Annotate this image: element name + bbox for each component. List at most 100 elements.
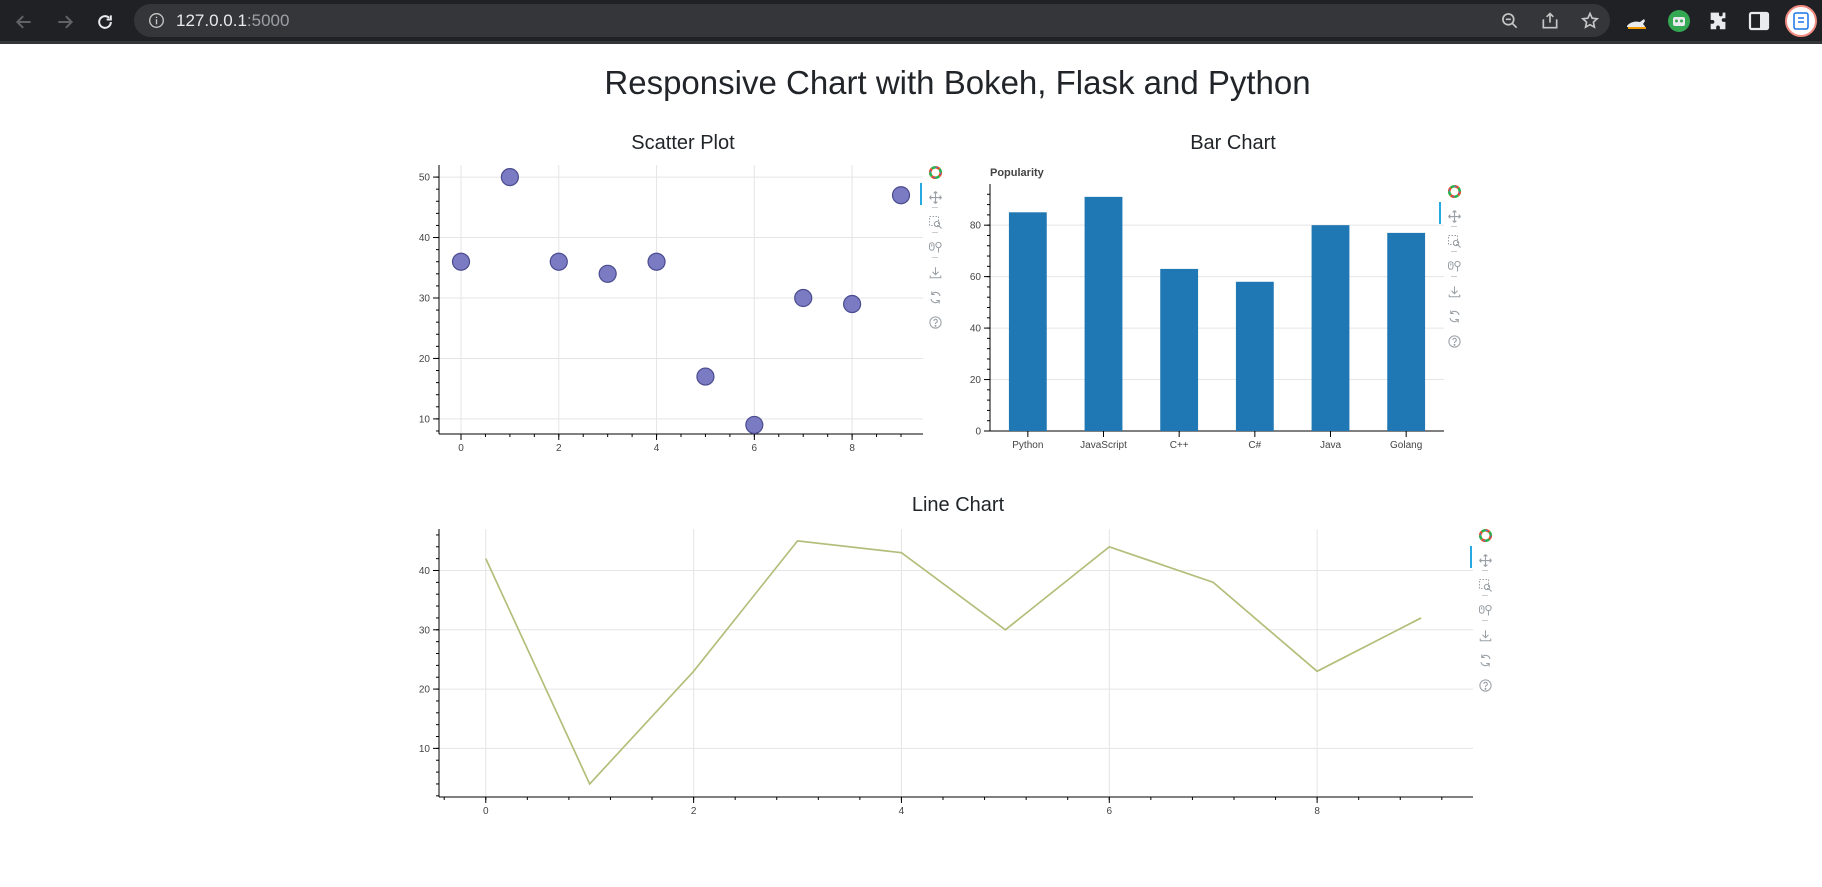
- scatter-xtick-label: 0: [458, 443, 464, 454]
- help-icon[interactable]: [926, 313, 944, 331]
- bar-ytick-label: 60: [970, 272, 982, 283]
- extension-cat-icon[interactable]: [1625, 9, 1649, 33]
- reload-icon[interactable]: [91, 8, 119, 36]
- toolbar-separator: [1482, 595, 1488, 596]
- reset-icon[interactable]: [1476, 651, 1494, 669]
- bar-cxx: [1160, 268, 1199, 431]
- wheel-zoom-icon[interactable]: [1476, 600, 1494, 618]
- save-icon[interactable]: [1445, 282, 1463, 300]
- forward-icon[interactable]: [51, 8, 79, 36]
- profile-avatar[interactable]: [1785, 5, 1817, 37]
- avatar-icon: [1793, 12, 1809, 30]
- url-host: 127.0.0.1: [176, 11, 247, 30]
- box-zoom-icon[interactable]: [1476, 576, 1494, 594]
- back-icon[interactable]: [10, 8, 38, 36]
- scatter-xtick-label: 4: [654, 443, 660, 454]
- bar-ytick-label: 20: [970, 375, 982, 386]
- scatter-ytick-label: 40: [419, 233, 431, 244]
- scatter-ytick-label: 20: [419, 354, 431, 365]
- reset-icon[interactable]: [1445, 307, 1463, 325]
- bar-title: Bar Chart: [1190, 132, 1276, 154]
- active-tool-indicator: [1439, 202, 1441, 224]
- scatter-point: [843, 294, 862, 314]
- line-xtick-label: 2: [691, 806, 697, 817]
- wheel-zoom-icon[interactable]: [926, 237, 944, 255]
- pan-icon[interactable]: [1445, 207, 1463, 225]
- bar-ytick-label: 40: [970, 324, 982, 335]
- scatter-point: [500, 167, 519, 187]
- scatter-point: [891, 186, 911, 205]
- bar-category-label: C#: [1248, 440, 1261, 451]
- bar-chart[interactable]: Popularity 0 20 40 60 80 Python JavaScript C++ C#…: [960, 160, 1460, 460]
- scatter-xtick-label: 8: [849, 443, 855, 454]
- bar-javascript: [1084, 196, 1123, 431]
- chrome-divider: [0, 41, 1822, 44]
- scatter-title: Scatter Plot: [631, 132, 735, 154]
- active-tool-indicator: [1470, 546, 1472, 568]
- side-panel-icon[interactable]: [1747, 9, 1771, 33]
- url-text[interactable]: 127.0.0.1:5000: [176, 11, 289, 31]
- line-title: Line Chart: [911, 494, 1005, 516]
- zoom-out-icon[interactable]: [1500, 11, 1520, 31]
- scatter-point: [745, 415, 764, 435]
- scatter-ytick-label: 10: [419, 414, 431, 425]
- bokeh-logo-icon: [1476, 526, 1494, 544]
- toolbar-separator: [1482, 570, 1488, 571]
- wheel-zoom-icon[interactable]: [1445, 256, 1463, 274]
- scatter-xtick-label: 2: [556, 443, 562, 454]
- line-xtick-label: 6: [1107, 806, 1113, 817]
- line-ytick-label: 30: [419, 625, 431, 636]
- bar-category-label: Java: [1320, 440, 1342, 451]
- bookmark-star-icon[interactable]: [1580, 11, 1600, 31]
- bar-category-label: JavaScript: [1080, 440, 1127, 451]
- toolbar-separator: [1451, 226, 1457, 227]
- help-icon[interactable]: [1445, 332, 1463, 350]
- address-bar[interactable]: 127.0.0.1:5000: [134, 4, 1610, 37]
- toolbar-separator: [932, 207, 938, 208]
- line-ytick-label: 20: [419, 685, 431, 696]
- save-icon[interactable]: [1476, 626, 1494, 644]
- pan-icon[interactable]: [926, 188, 944, 206]
- pan-icon[interactable]: [1476, 551, 1494, 569]
- bar-plot-title: Popularity: [990, 167, 1045, 179]
- share-icon[interactable]: [1540, 11, 1560, 31]
- toolbar-separator: [1451, 251, 1457, 252]
- bokeh-logo-icon: [1445, 182, 1463, 200]
- browser-toolbar: 127.0.0.1:5000: [0, 0, 1822, 43]
- bar-category-label: Golang: [1390, 440, 1422, 451]
- toolbar-separator: [932, 257, 938, 258]
- line-ytick-label: 40: [419, 566, 431, 577]
- scatter-ytick-label: 30: [419, 293, 431, 304]
- bar-java: [1311, 225, 1350, 431]
- bar-ytick-label: 0: [975, 427, 981, 438]
- toolbar-separator: [1482, 620, 1488, 621]
- scatter-point: [696, 367, 715, 386]
- page-title: Responsive Chart with Bokeh, Flask and P…: [604, 64, 1311, 101]
- scatter-ytick-label: 50: [419, 173, 431, 184]
- scatter-point: [598, 264, 617, 283]
- extensions-puzzle-icon[interactable]: [1707, 9, 1731, 33]
- save-icon[interactable]: [926, 263, 944, 281]
- line-chart[interactable]: 10 20 30 40 0 2 4 6 8: [419, 520, 1480, 820]
- line-xtick-label: 4: [899, 806, 905, 817]
- scatter-point: [647, 252, 666, 271]
- bar-ytick-label: 80: [970, 221, 982, 232]
- bar-category-label: C++: [1170, 440, 1189, 451]
- site-info-icon[interactable]: [148, 12, 165, 29]
- scatter-point: [794, 288, 813, 308]
- scatter-plot[interactable]: 10 20 30 40 50 0 2 4 6 8: [419, 160, 940, 460]
- box-zoom-icon[interactable]: [926, 213, 944, 231]
- bar-golang: [1387, 232, 1426, 431]
- bar-python: [1008, 212, 1047, 431]
- line-ytick-label: 10: [419, 744, 431, 755]
- url-port: :5000: [246, 11, 290, 30]
- scatter-xtick-label: 6: [752, 443, 758, 454]
- bokeh-logo-icon: [926, 163, 944, 181]
- bar-category-label: Python: [1012, 440, 1043, 451]
- reset-icon[interactable]: [926, 288, 944, 306]
- help-icon[interactable]: [1476, 676, 1494, 694]
- extension-robot-icon[interactable]: [1667, 9, 1691, 33]
- toolbar-separator: [1451, 276, 1457, 277]
- toolbar-separator: [932, 232, 938, 233]
- box-zoom-icon[interactable]: [1445, 232, 1463, 250]
